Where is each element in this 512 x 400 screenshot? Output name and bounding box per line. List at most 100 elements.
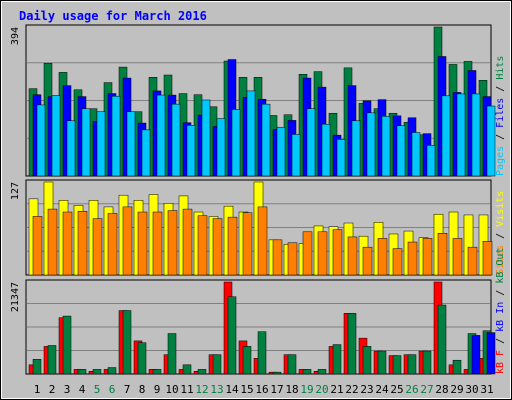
bar-kbytes-kb-out-day-23 — [362, 346, 372, 375]
bar-requests-pages-day-15 — [246, 90, 256, 177]
bar-requests-pages-day-17 — [276, 126, 286, 177]
bar-requests-pages-day-14 — [231, 109, 241, 177]
bar-kbytes-kb-out-day-1 — [32, 359, 42, 375]
bar-kbytes-kb-out-day-11 — [182, 364, 192, 375]
x-tick-label-2: 2 — [49, 383, 56, 396]
bar-kbytes-kb-in-day-30 — [471, 335, 481, 375]
bar-kbytes-kb-in-day-31 — [486, 332, 496, 375]
panel-kbytes: 21347 kB F / kB In / kB Out — [10, 248, 506, 375]
bar-requests-pages-day-27 — [426, 145, 436, 177]
bar-visitors-sites-day-2 — [47, 208, 58, 276]
bar-requests-pages-day-5 — [96, 111, 106, 177]
legend-separator: / — [495, 128, 506, 146]
bar-requests-pages-day-18 — [291, 134, 301, 177]
x-tick-label-14: 14 — [225, 383, 239, 396]
bar-visitors-sites-day-8 — [137, 211, 148, 276]
bar-requests-pages-day-22 — [351, 120, 361, 177]
x-tick-label-19: 19 — [300, 383, 313, 396]
bar-visitors-sites-day-23 — [362, 246, 373, 276]
bar-visitors-sites-day-18 — [287, 242, 298, 276]
x-tick-label-10: 10 — [165, 383, 178, 396]
bar-kbytes-kb-out-day-15 — [242, 346, 252, 375]
bar-kbytes-kb-out-day-24 — [377, 350, 387, 375]
bar-kbytes-kb-out-day-2 — [47, 345, 57, 375]
bar-visitors-sites-day-26 — [407, 241, 418, 276]
x-tick-label-3: 3 — [64, 383, 71, 396]
chart-title: Daily usage for March 2016 — [19, 9, 207, 23]
bar-visitors-sites-day-9 — [152, 211, 163, 276]
bar-visitors-sites-day-28 — [437, 233, 448, 276]
bar-requests-pages-day-30 — [471, 93, 481, 177]
x-tick-label-23: 23 — [360, 383, 373, 396]
legend-item-sites: Sites — [495, 245, 506, 275]
bar-requests-pages-day-23 — [366, 112, 376, 177]
x-tick-label-6: 6 — [109, 383, 116, 396]
x-tick-label-13: 13 — [210, 383, 223, 396]
bar-kbytes-kb-out-day-8 — [137, 342, 147, 375]
legend-item-files: Files — [495, 98, 506, 128]
legend-separator: / — [495, 332, 506, 350]
bar-visitors-sites-day-19 — [302, 231, 313, 276]
bar-visitors-sites-day-25 — [392, 248, 403, 276]
panel-requests: 394 Pages / Files / Hits — [10, 24, 506, 177]
bar-kbytes-kb-out-day-13 — [212, 354, 222, 375]
legend-item-kb-out: kB Out — [495, 248, 506, 284]
max-label-kbytes: 21347 — [10, 282, 21, 312]
bar-visitors-sites-day-22 — [347, 236, 358, 276]
x-tick-label-25: 25 — [390, 383, 403, 396]
bar-requests-pages-day-8 — [141, 129, 151, 177]
bar-requests-pages-day-19 — [306, 108, 316, 177]
bar-kbytes-kb-out-day-18 — [287, 354, 297, 375]
bar-requests-pages-day-3 — [66, 120, 76, 177]
bar-requests-pages-day-10 — [171, 103, 181, 177]
bar-requests-pages-day-20 — [321, 123, 331, 177]
bar-requests-pages-day-4 — [81, 108, 91, 177]
x-tick-label-18: 18 — [285, 383, 298, 396]
x-tick-label-21: 21 — [330, 383, 343, 396]
bar-requests-pages-day-7 — [126, 111, 136, 177]
panel-visitors: 127 Sites / Visits — [10, 179, 506, 276]
x-tick-label-16: 16 — [255, 383, 268, 396]
bar-requests-pages-day-16 — [261, 103, 271, 177]
x-tick-label-27: 27 — [420, 383, 433, 396]
bar-kbytes-kb-out-day-21 — [332, 344, 342, 375]
bar-visitors-sites-day-16 — [257, 206, 268, 276]
bar-visitors-sites-day-6 — [107, 213, 118, 276]
bar-kbytes-kb-out-day-10 — [167, 333, 177, 375]
x-tick-label-4: 4 — [79, 383, 86, 396]
max-label-visitors: 127 — [10, 182, 21, 200]
bar-kbytes-kb-out-day-14 — [227, 296, 237, 375]
bar-visitors-sites-day-29 — [452, 238, 463, 276]
x-tick-label-29: 29 — [450, 383, 463, 396]
legend-item-kb-f: kB F — [495, 350, 506, 374]
legend-separator: / — [495, 227, 506, 245]
bar-requests-pages-day-25 — [396, 125, 406, 177]
bar-kbytes-kb-out-day-12 — [197, 369, 207, 375]
bar-kbytes-kb-out-day-20 — [317, 369, 327, 375]
x-tick-label-17: 17 — [270, 383, 283, 396]
bar-kbytes-kb-out-day-22 — [347, 313, 357, 375]
bar-kbytes-kb-out-day-16 — [257, 331, 267, 375]
x-tick-label-31: 31 — [480, 383, 493, 396]
bar-kbytes-kb-out-day-26 — [407, 354, 417, 375]
bar-visitors-sites-day-4 — [77, 211, 88, 276]
bar-requests-pages-day-24 — [381, 115, 391, 177]
bar-requests-pages-day-9 — [156, 94, 166, 177]
bar-requests-pages-day-28 — [441, 95, 451, 177]
bar-requests-pages-day-13 — [216, 118, 226, 177]
bar-requests-pages-day-12 — [201, 99, 211, 177]
bar-visitors-sites-day-1 — [32, 216, 43, 276]
legend-item-hits: Hits — [495, 56, 506, 80]
legend-kbytes: kB F / kB In / kB Out — [495, 248, 506, 374]
legend-item-kb-in: kB In — [495, 302, 506, 332]
bar-visitors-sites-day-13 — [212, 218, 223, 276]
bar-requests-pages-day-2 — [51, 95, 61, 177]
bar-kbytes-kb-out-day-7 — [122, 310, 132, 375]
bar-requests-pages-day-11 — [186, 125, 196, 177]
bar-visitors-sites-day-21 — [332, 229, 343, 276]
x-tick-label-11: 11 — [180, 383, 193, 396]
bar-kbytes-kb-out-day-9 — [152, 369, 162, 375]
bar-requests-pages-day-21 — [336, 139, 346, 177]
